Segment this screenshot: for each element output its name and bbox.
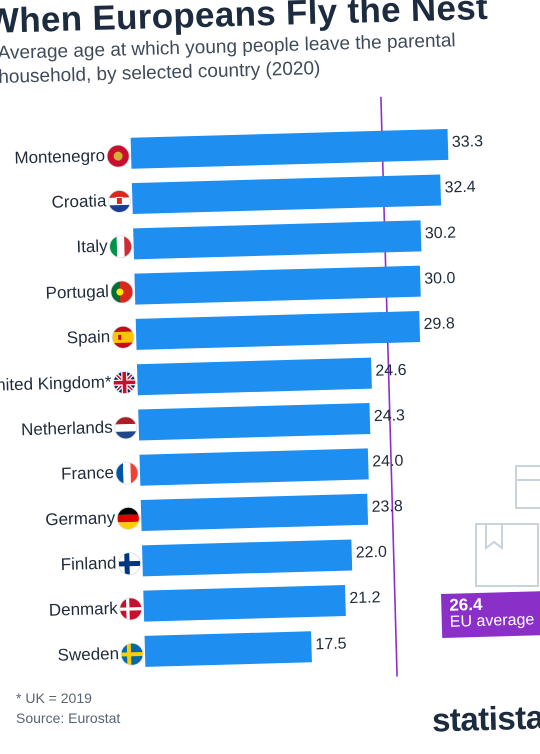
value-label: 24.0 [372, 453, 404, 471]
value-label: 24.6 [375, 362, 407, 380]
croatia-flag [107, 190, 131, 213]
category-label: Italy [76, 237, 108, 257]
value-label: 32.4 [444, 179, 476, 197]
germany-flag [116, 507, 140, 530]
category-label: Finland [60, 554, 116, 575]
denmark-flag [119, 597, 143, 621]
bar [136, 357, 372, 396]
netherlands-flag [114, 416, 138, 440]
value-label: 24.3 [374, 407, 406, 425]
value-label: 29.8 [423, 315, 455, 333]
eu-average-label: EU average [449, 611, 535, 631]
france-flag [115, 461, 139, 485]
value-label: 22.0 [355, 544, 387, 562]
source-note: Source: Eurostat [16, 710, 121, 726]
value-label: 30.2 [425, 225, 457, 243]
portugal-flag [110, 280, 134, 304]
value-label: 21.2 [349, 589, 381, 607]
bar [133, 220, 422, 260]
eu-average-badge: 26.4 EU average [441, 590, 540, 638]
bar [144, 631, 312, 667]
bar [135, 310, 421, 350]
bar [134, 265, 421, 305]
sweden-flag [120, 642, 144, 666]
category-label: Sweden [57, 644, 119, 665]
box-icon [515, 465, 540, 509]
value-label: 30.0 [424, 270, 456, 288]
bar [143, 584, 346, 622]
footnote: * UK = 2019 [16, 690, 92, 706]
montenegro-flag [106, 144, 130, 168]
category-label: Croatia [51, 191, 107, 212]
spain-flag [111, 325, 135, 349]
bar [140, 493, 369, 532]
bar [131, 174, 442, 215]
bar [142, 539, 353, 577]
bar [138, 403, 371, 441]
category-label: France [61, 463, 114, 483]
category-label: Spain [66, 327, 110, 347]
bar [130, 128, 449, 169]
package-icon [475, 523, 539, 587]
category-label: Netherlands [21, 418, 113, 440]
italy-flag [109, 235, 133, 259]
value-label: 23.8 [371, 498, 403, 516]
finland-flag [118, 552, 141, 576]
value-label: 33.3 [452, 133, 484, 151]
category-label: United Kingdom* [0, 372, 112, 395]
uk-flag [113, 371, 136, 394]
category-label: Germany [45, 508, 116, 529]
category-label: Denmark [49, 599, 119, 620]
category-label: Montenegro [14, 146, 105, 168]
brand-logo: statista [431, 698, 540, 739]
chart-plot: 33.3 Montenegro 32.4 Croatia 30.2 Italy 30.0 Po… [0, 96, 484, 677]
value-label: 17.5 [315, 635, 347, 653]
bar [139, 448, 369, 486]
category-label: Portugal [45, 282, 109, 303]
